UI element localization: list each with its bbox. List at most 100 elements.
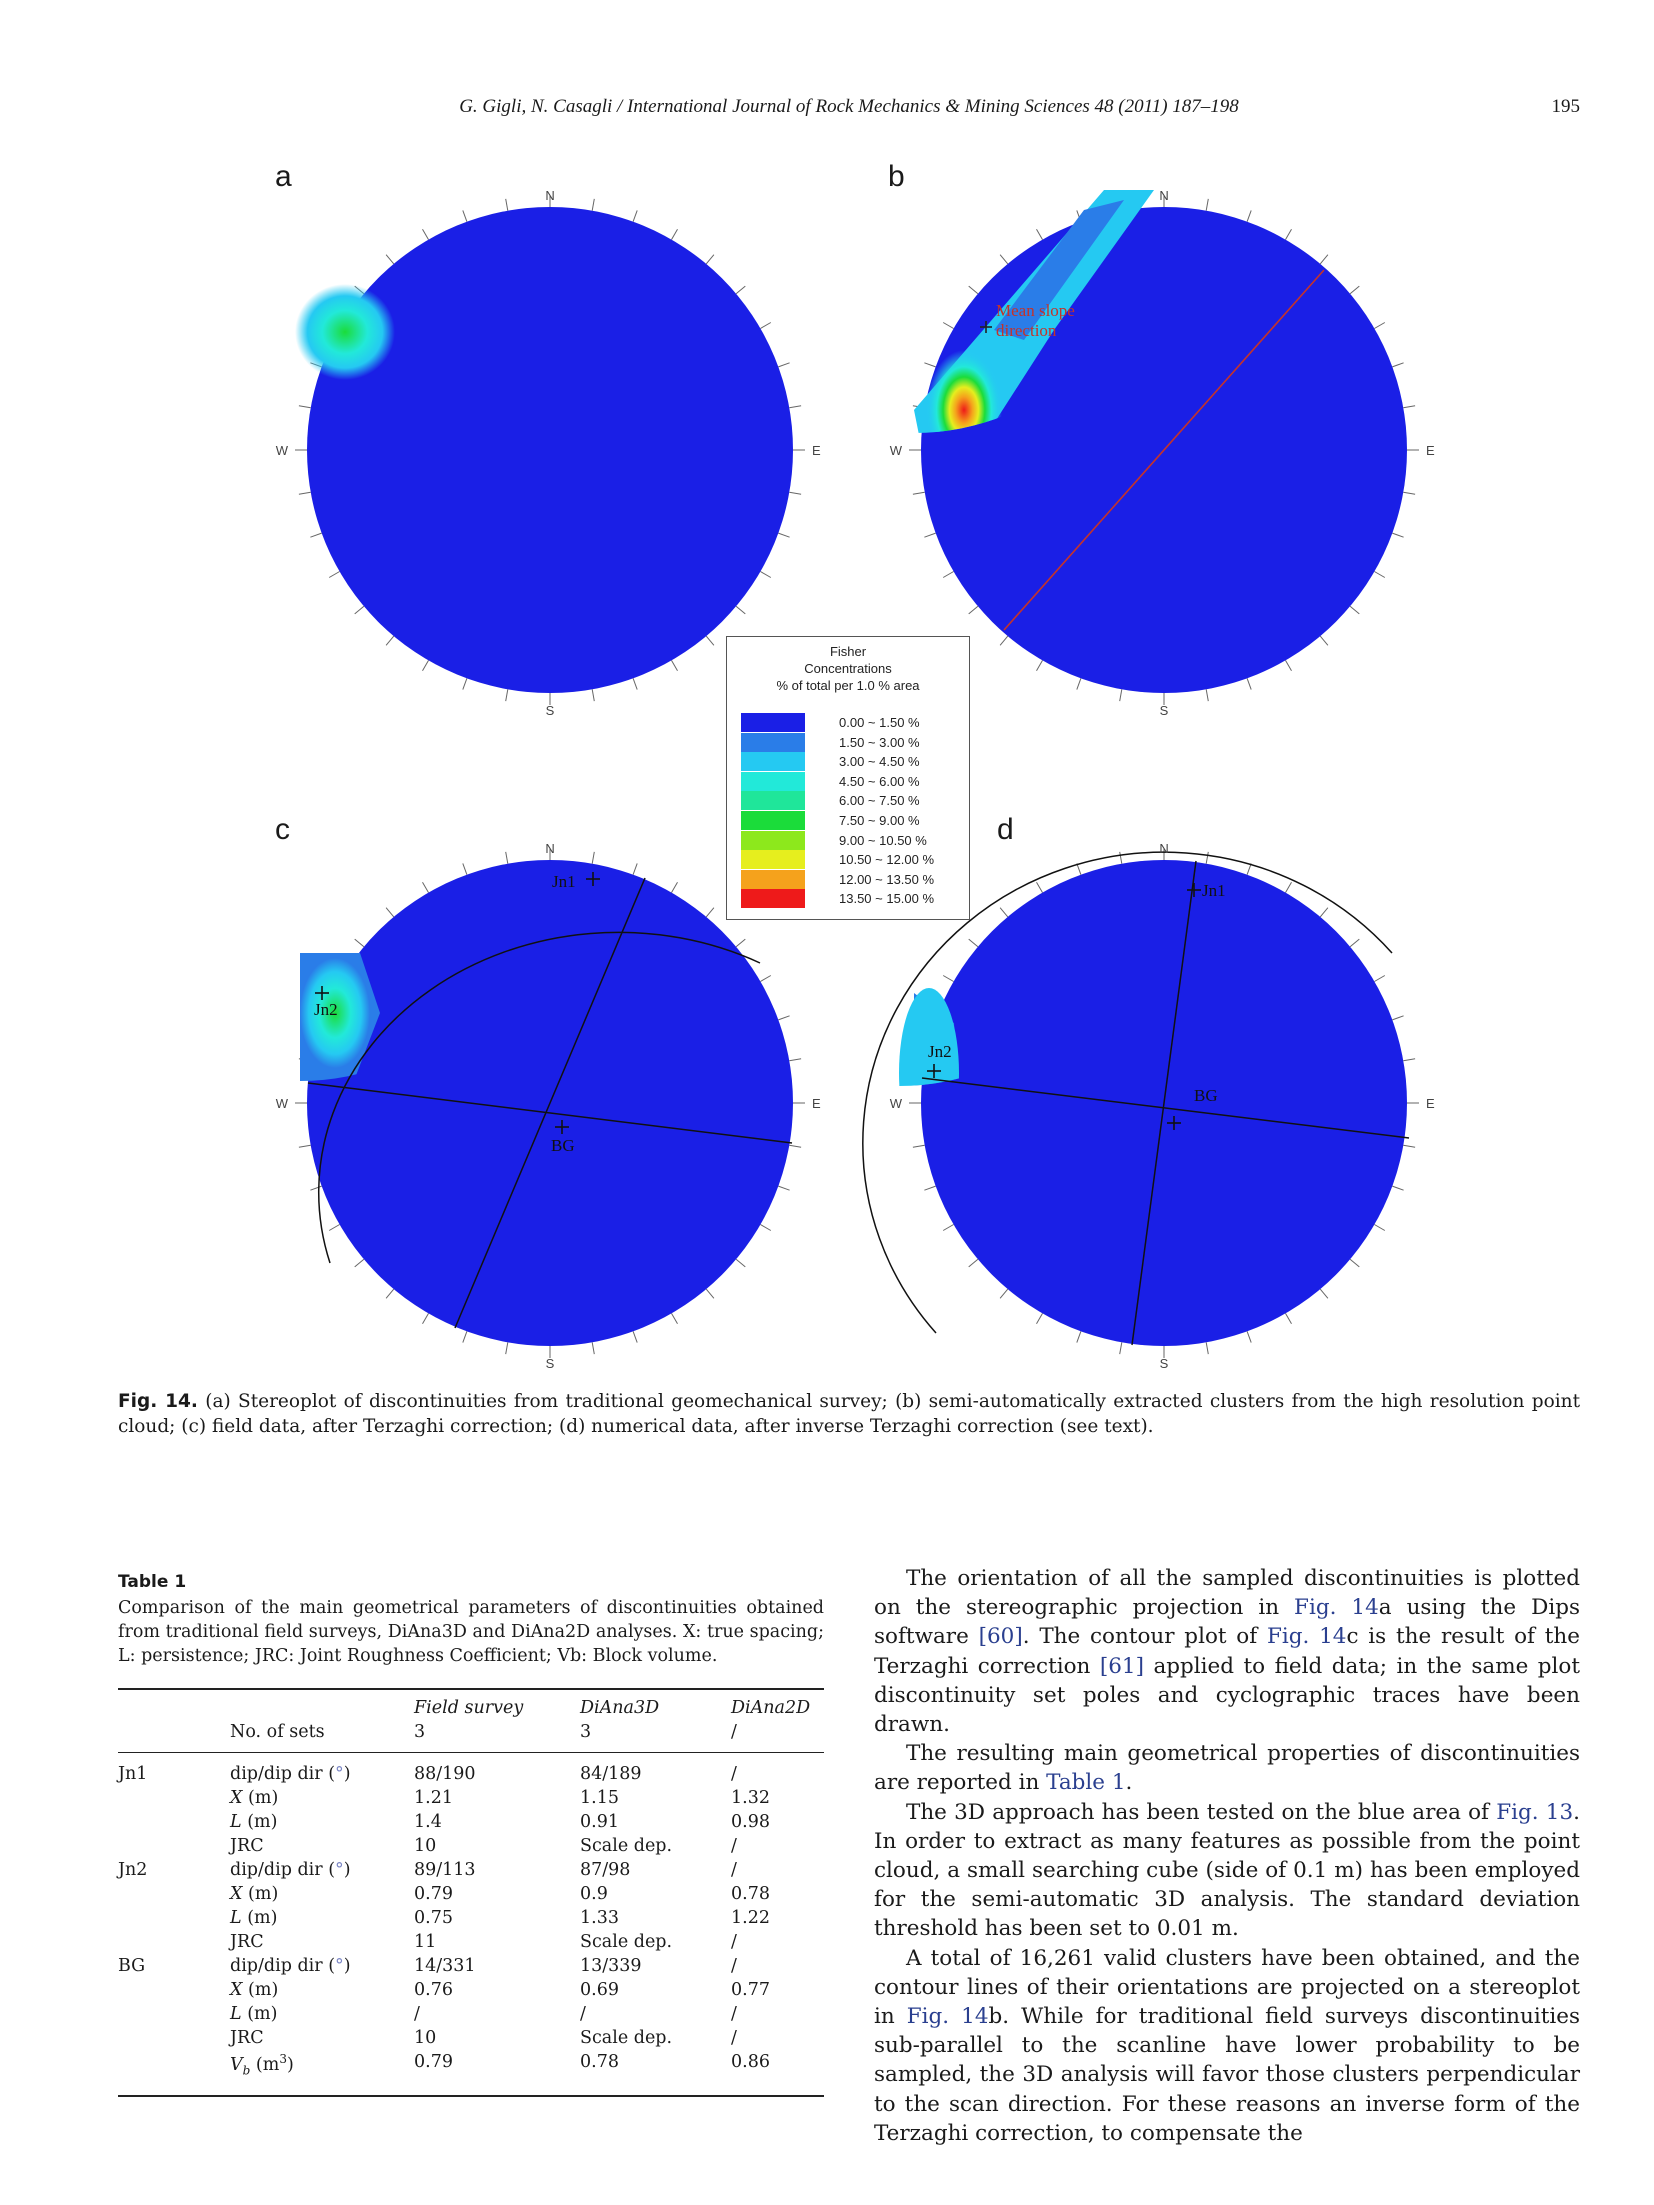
reference-link[interactable]: Fig. 13 [1496,1799,1574,1825]
rim-tick [632,1331,638,1343]
table-cell: 1.22 [731,1908,770,1928]
table-title: Table 1 [118,1572,187,1592]
label-bg: BG [551,1136,575,1155]
label-jn1: Jn1 [1202,881,1226,900]
label-jn2: Jn2 [314,1000,338,1019]
rim-tick [705,635,715,646]
table-sets-value: 3 [414,1722,426,1742]
table-cell: 0.69 [580,1980,619,2000]
table-cell: 1.4 [414,1812,442,1832]
rim-tick [385,1288,395,1299]
table-param: X (m) [230,1884,279,1904]
rim-tick [942,322,954,329]
rim-tick [1349,605,1360,615]
rim-tick [778,1015,790,1021]
rim-tick [1319,254,1329,265]
table-cell: / [731,1860,737,1880]
rim-tick [298,1144,311,1148]
rim-tick [1036,1313,1043,1325]
table-cell: 0.78 [731,1884,770,1904]
running-title: G. Gigli, N. Casagli / International Jou… [459,96,1239,117]
rim-tick [924,532,936,538]
legend-label: 9.00 ~ 10.50 % [839,832,927,848]
table-cell: Scale dep. [580,1932,673,1952]
legend-label: 6.00 ~ 7.50 % [839,793,920,809]
stereonet-d: Jn1 Jn2 BG N E S W [862,841,1424,1371]
table-param: JRC [230,2028,264,2048]
rim-tick [999,907,1009,918]
paragraph: A total of 16,261 valid clusters have be… [874,1944,1580,2148]
rim-tick [1119,1342,1123,1355]
rim-tick [632,863,638,875]
great-circle-jn1 [454,877,646,1329]
rim-tick [632,210,638,222]
table-param: dip/dip dir (°) [230,1764,351,1784]
reference-link[interactable]: Fig. 14 [906,2004,989,2030]
rim-tick [328,571,340,578]
stereonet-a-ticks [295,195,805,705]
rim-tick [912,1144,925,1148]
table-cell: 0.76 [414,1980,453,2000]
legend-bin: 6.00 ~ 7.50 % [741,791,961,811]
rim-tick [1349,285,1360,295]
rim-tick [1246,863,1252,875]
rim-tick [1392,1185,1404,1191]
rim-tick [1205,689,1209,702]
legend-bin: 3.00 ~ 4.50 % [741,752,961,772]
table-param: L (m) [230,1812,278,1832]
rim-tick [705,907,715,918]
rim-tick [422,1313,429,1325]
table-cell: 0.86 [731,2052,770,2072]
stereonet-d-ticks [909,848,1419,1358]
rim-tick [671,881,678,893]
rim-tick [385,635,395,646]
table-cell: 89/113 [414,1860,476,1880]
reference-link[interactable]: [61] [1099,1653,1144,1679]
table-cell: / [580,2004,586,2024]
compass-north: N [1159,841,1168,856]
table-cell: 0.98 [731,1812,770,1832]
table-cell: Scale dep. [580,1836,673,1856]
text-run: b. While for traditional field surveys d… [874,2004,1580,2146]
rim-tick [1403,491,1416,495]
table-cell: / [731,2028,737,2048]
rim-tick [942,1224,954,1231]
rim-tick [968,605,979,615]
reference-link[interactable]: Fig. 14 [1266,1624,1347,1650]
rim-tick [1392,362,1404,368]
compass-west: W [276,1096,289,1111]
table-group-label: Jn2 [118,1860,148,1880]
table-cell: 0.77 [731,1980,770,2000]
reference-link[interactable]: [60] [978,1624,1023,1650]
rim-tick [1246,678,1252,690]
reference-link[interactable]: Table 1 [1046,1770,1126,1796]
compass-east: E [1426,443,1435,458]
rim-tick [735,938,746,948]
table-col-header: DiAna2D [731,1698,811,1718]
rim-tick [505,1342,509,1355]
table-col-header: DiAna3D [580,1698,660,1718]
rim-tick [999,635,1009,646]
panel-letter-b: b [888,160,905,193]
contour-cluster [295,284,395,380]
compass-east: E [812,443,821,458]
table-cell: 10 [414,2028,437,2048]
rim-tick [422,660,429,672]
rim-tick [789,1144,802,1148]
text-run: applied to field data; in the same plot … [874,1653,1580,1738]
rim-tick [705,1288,715,1299]
rim-tick [422,881,429,893]
rim-tick [1349,1258,1360,1268]
rim-tick [1119,689,1123,702]
table-cell: 0.79 [414,1884,453,1904]
rim-tick [735,1258,746,1268]
reference-link[interactable]: Fig. 14 [1294,1595,1379,1621]
panel-letter-a: a [275,160,292,193]
legend-label: 3.00 ~ 4.50 % [839,754,920,770]
table-cell: Scale dep. [580,2028,673,2048]
legend-bin: 0.00 ~ 1.50 % [741,713,961,732]
text-run: . [1125,1770,1133,1796]
rim-tick [1285,1313,1292,1325]
legend-bin: 10.50 ~ 12.00 % [741,850,961,870]
rim-tick [462,1331,468,1343]
